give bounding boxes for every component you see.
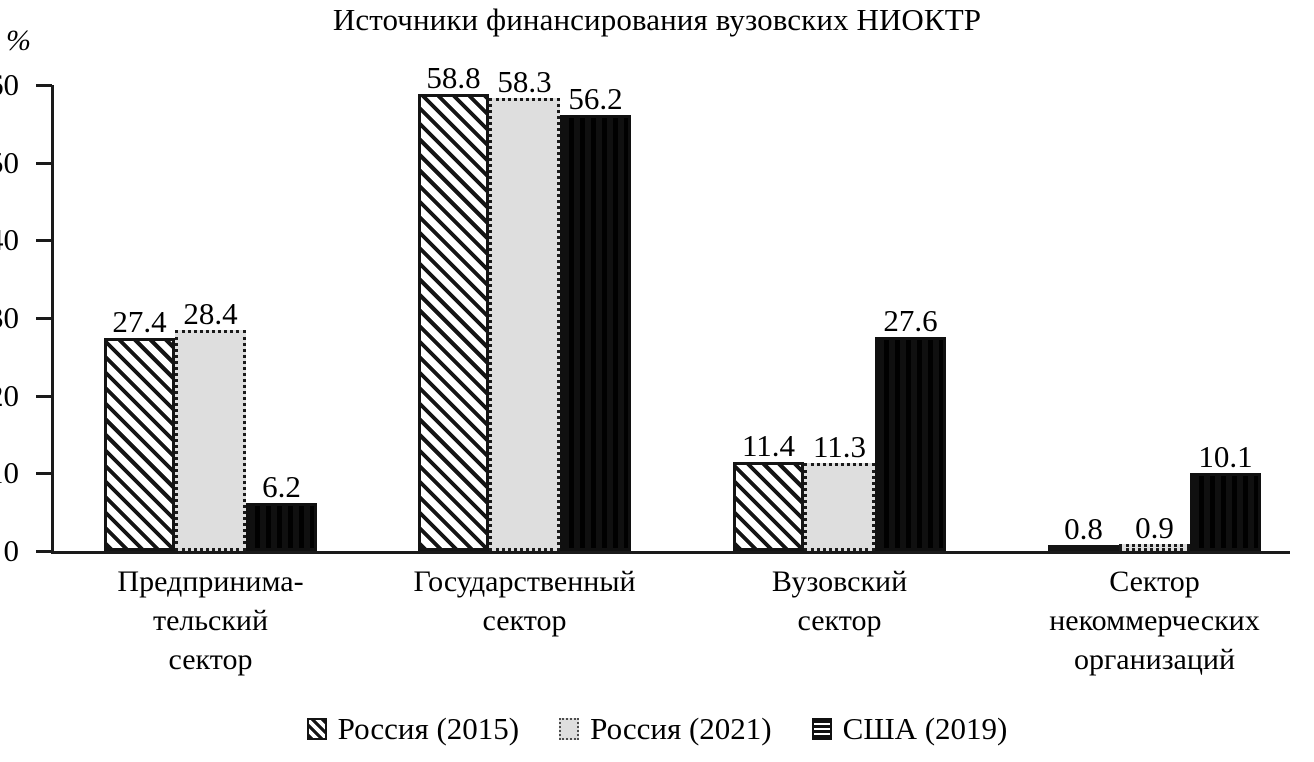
legend-label-2: Россия (2021): [590, 711, 772, 746]
plot-area: 0 10 20 30 40 50 60 27.4 28.4 6.2 58.8 58.3 56.2 11.…: [0, 61, 1290, 566]
y-axis-tick-label: 50: [0, 144, 19, 180]
bar-4-series-3: 10.1: [1190, 440, 1261, 551]
bar-1-series-2: 28.4: [175, 297, 246, 551]
y-axis-tick: [36, 550, 52, 553]
bar-value-label: 0.9: [1135, 510, 1174, 546]
legend-swatch-icon-3: [811, 717, 832, 740]
bar-1-series-3: 6.2: [246, 470, 317, 551]
bar-2-series-3: 56.2: [560, 82, 631, 551]
legend-label-1: Россия (2015): [337, 711, 520, 746]
y-axis-tick-label: 40: [0, 222, 19, 258]
bar-value-label: 11.3: [812, 429, 867, 465]
bar-3-series-1: 11.4: [733, 429, 804, 551]
bar-3-series-3: 27.6: [875, 304, 946, 551]
legend-item-2[interactable]: Россия (2021): [559, 712, 772, 745]
category-label-3: Вузовский сектор: [771, 565, 908, 637]
y-axis-tick: [36, 472, 52, 476]
bar-value-label: 10.1: [1198, 438, 1253, 474]
bar-value-label: 58.8: [426, 60, 481, 96]
category-label-2: Государственный сектор: [413, 565, 636, 637]
bar-value-label: 11.4: [741, 428, 796, 464]
legend-swatch-icon-1: [306, 717, 327, 740]
category-label-4: Сектор некоммерческих организаций: [1049, 565, 1260, 676]
y-axis-unit-label: %: [6, 24, 31, 57]
legend-swatch-icon-2: [559, 717, 580, 740]
y-axis-tick: [36, 84, 52, 87]
bar-2-series-1: 58.8: [418, 61, 489, 551]
chart-legend: Россия (2015) Россия (2021) США (2019): [0, 712, 1314, 745]
y-axis-tick-label: 10: [0, 455, 19, 491]
category-label-1: Предпринима- тельский сектор: [117, 565, 304, 676]
bar-value-label: 6.2: [262, 468, 301, 504]
y-axis-tick: [36, 394, 52, 398]
y-axis-tick: [36, 239, 52, 243]
bar-value-label: 56.2: [568, 80, 623, 116]
bar-value-label: 58.3: [497, 64, 552, 100]
legend-item-3[interactable]: США (2019): [811, 711, 1008, 746]
bar-value-label: 0.8: [1064, 510, 1103, 546]
bar-value-label: 27.4: [112, 304, 167, 340]
y-axis-tick-label: 30: [0, 300, 19, 335]
bar-3-series-2: 11.3: [804, 430, 875, 551]
bar-4-series-2: 0.9: [1119, 511, 1190, 551]
y-axis-tick: [36, 317, 52, 320]
bar-value-label: 27.6: [883, 302, 938, 338]
chart-title: Источники финансирования вузовских НИОКТ…: [332, 2, 982, 37]
y-axis-tick-label: 60: [0, 67, 19, 102]
bar-1-series-1: 27.4: [104, 305, 175, 551]
bar-value-label: 28.4: [183, 296, 238, 332]
y-axis-tick-label: 20: [0, 377, 19, 413]
y-axis-tick: [36, 161, 52, 165]
bar-2-series-2: 58.3: [489, 65, 560, 551]
legend-label-3: США (2019): [842, 711, 1008, 746]
x-axis-line: [51, 551, 1290, 554]
y-axis-line: [51, 85, 54, 554]
y-axis-tick-label: 0: [3, 533, 20, 568]
bar-4-series-1: 0.8: [1048, 512, 1119, 551]
legend-item-1[interactable]: Россия (2015): [306, 711, 520, 746]
